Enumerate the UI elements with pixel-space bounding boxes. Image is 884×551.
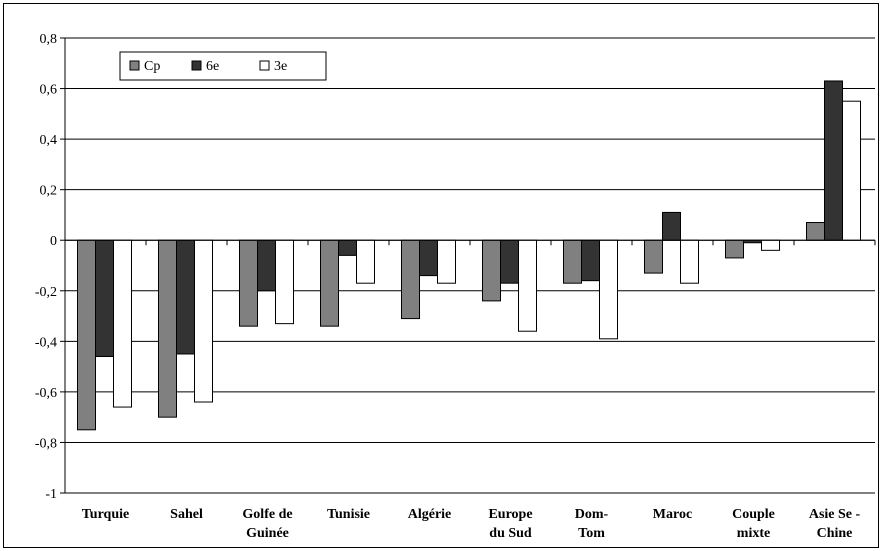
bar-3e: [599, 239, 618, 340]
bar-6e: [662, 211, 681, 241]
bar-6e: [419, 239, 438, 277]
legend-label-6e: 6e: [206, 59, 219, 74]
y-tick-label: -1: [45, 487, 57, 502]
bar-cp: [644, 239, 663, 274]
bar-6e: [824, 80, 843, 241]
y-tick-label: -0,6: [35, 386, 57, 401]
bar-3e: [275, 239, 294, 325]
category-label: du Sud: [489, 526, 532, 541]
bar-3e: [356, 239, 375, 284]
y-tick-label: 0: [50, 234, 57, 249]
bar-cp: [563, 239, 582, 284]
bar-3e: [761, 239, 780, 251]
y-tick-label: -0,2: [35, 285, 57, 300]
bar-cp: [239, 239, 258, 327]
category-label: Dom-: [575, 507, 609, 522]
legend-swatch-3e: [259, 60, 270, 71]
category-label: Chine: [817, 526, 853, 541]
category-label: Guinée: [246, 526, 289, 541]
y-tick-label: 0,6: [40, 83, 58, 98]
category-label: Europe: [488, 507, 532, 522]
bar-cp: [158, 239, 177, 418]
category-label: Algérie: [408, 507, 452, 522]
category-label: Turquie: [82, 507, 129, 522]
bar-6e: [500, 239, 519, 284]
bar-3e: [842, 100, 861, 241]
legend-swatch-cp: [129, 60, 140, 71]
bar-3e: [518, 239, 537, 332]
bar-cp: [482, 239, 501, 302]
bar-6e: [257, 239, 276, 292]
y-tick-label: -0,4: [35, 335, 57, 350]
bar-cp: [806, 222, 825, 241]
y-tick-label: 0,8: [40, 32, 58, 47]
bar-3e: [194, 239, 213, 403]
legend-label-cp: Cp: [144, 59, 160, 74]
legend-label-3e: 3e: [274, 59, 287, 74]
category-label: mixte: [737, 526, 770, 541]
category-label: Asie Se -: [809, 507, 861, 522]
bar-cp: [401, 239, 420, 320]
legend-swatch-6e: [191, 60, 202, 71]
bar-6e: [176, 239, 195, 355]
bar-cp: [320, 239, 339, 327]
bar-3e: [437, 239, 456, 284]
bar-cp: [77, 239, 96, 431]
category-label: Sahel: [170, 507, 203, 522]
bar-6e: [581, 239, 600, 282]
bar-6e: [338, 239, 357, 256]
bar-3e: [680, 239, 699, 284]
bar-cp: [725, 239, 744, 259]
y-tick-label: 0,4: [40, 133, 58, 148]
category-label: Tom: [578, 526, 605, 541]
category-label: Tunisie: [327, 507, 370, 522]
category-label: Maroc: [653, 507, 692, 522]
legend-box: [119, 51, 327, 81]
bar-3e: [113, 239, 132, 408]
y-tick-label: 0,2: [40, 184, 58, 199]
y-tick-label: -0,8: [35, 436, 57, 451]
bar-6e: [95, 239, 114, 358]
category-label: Golfe de: [242, 507, 292, 522]
category-label: Couple: [732, 507, 775, 522]
